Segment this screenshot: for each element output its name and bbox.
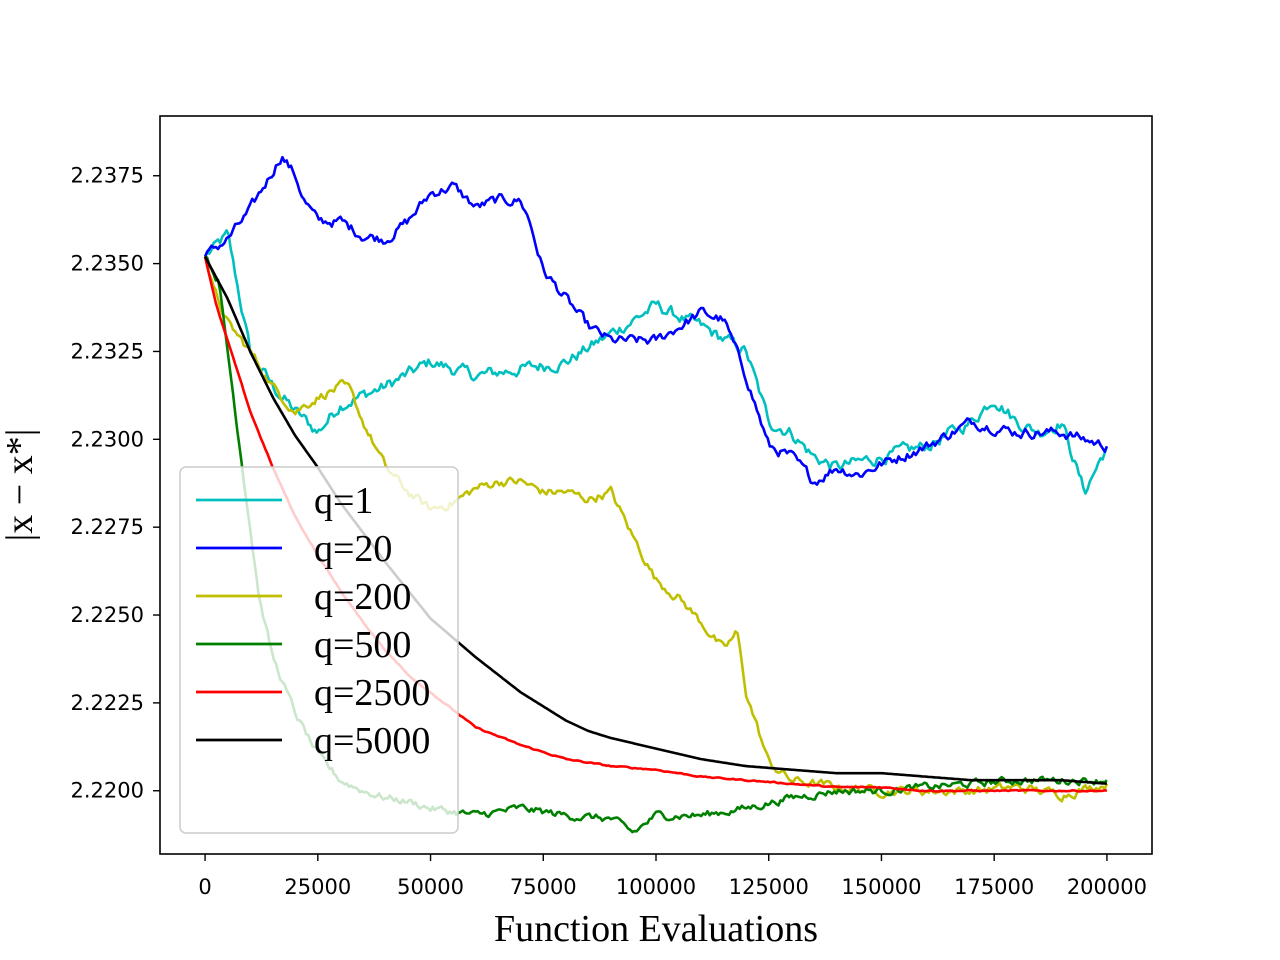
legend-label: q=200 bbox=[314, 576, 411, 618]
y-tick-label: 2.2200 bbox=[71, 779, 144, 803]
y-tick-label: 2.2250 bbox=[71, 603, 144, 627]
y-tick-label: 2.2300 bbox=[71, 427, 144, 451]
legend-label: q=5000 bbox=[314, 720, 430, 762]
x-tick-label: 200000 bbox=[1067, 875, 1147, 899]
x-axis-label: Function Evaluations bbox=[494, 908, 818, 950]
x-tick-label: 175000 bbox=[954, 875, 1034, 899]
x-tick-label: 125000 bbox=[729, 875, 809, 899]
x-tick-label: 0 bbox=[198, 875, 211, 899]
series-line-3 bbox=[203, 256, 1109, 803]
y-axis-label: |x − x*| bbox=[0, 429, 41, 542]
legend-box bbox=[179, 466, 459, 834]
x-tick-label: 50000 bbox=[397, 875, 464, 899]
y-tick-label: 2.2275 bbox=[71, 515, 144, 539]
x-tick-label: 100000 bbox=[616, 875, 696, 899]
y-axis-ticks: 2.2200 2.2225 2.2250 2.2275 2.2300 2.2325 2.23… bbox=[71, 164, 160, 803]
y-tick-label: 2.2225 bbox=[71, 691, 144, 715]
y-tick-label: 2.2350 bbox=[71, 252, 144, 276]
legend: q=1 q=20 q=200 q=500 q=2500 q=5000 bbox=[179, 466, 459, 834]
x-tick-label: 25000 bbox=[284, 875, 351, 899]
x-axis-ticks: 0 25000 50000 75000 100000 125000 150000 175000… bbox=[198, 854, 1147, 899]
legend-label: q=2500 bbox=[314, 672, 430, 714]
x-tick-label: 75000 bbox=[510, 875, 577, 899]
y-tick-label: 2.2375 bbox=[71, 164, 144, 188]
legend-label: q=20 bbox=[314, 528, 392, 570]
series-line-2 bbox=[203, 155, 1109, 486]
legend-label: q=1 bbox=[314, 480, 373, 522]
y-tick-label: 2.2325 bbox=[71, 339, 144, 363]
legend-label: q=500 bbox=[314, 624, 411, 666]
x-tick-label: 150000 bbox=[841, 875, 921, 899]
